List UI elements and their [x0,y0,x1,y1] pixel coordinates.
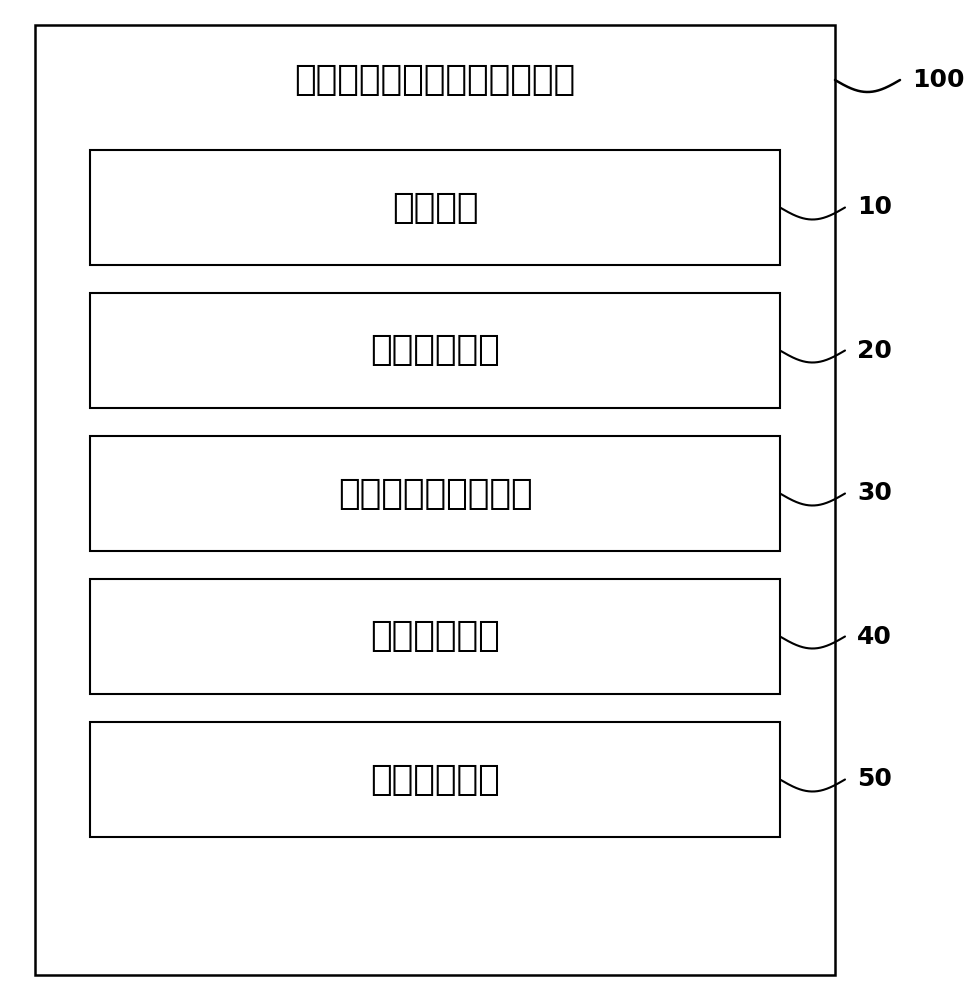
Text: 连续运行模块: 连续运行模块 [370,762,500,796]
Text: 冷量测定模块: 冷量测定模块 [370,334,500,367]
Bar [90,722,780,837]
Text: 10: 10 [857,196,892,220]
Bar [90,579,780,694]
Text: 30: 30 [857,482,892,506]
Text: 变频控制模块: 变频控制模块 [370,619,500,654]
Bar [90,436,780,551]
Text: 50: 50 [857,768,892,792]
Text: 40: 40 [857,624,892,648]
Text: 冷机停机后冷冻泵的控制装置: 冷机停机后冷冻泵的控制装置 [294,63,575,97]
Bar [90,150,780,265]
Bar [35,25,835,975]
Bar [90,293,780,408]
Text: 判断模块: 判断模块 [392,190,479,225]
Text: 20: 20 [857,338,892,362]
Text: 100: 100 [912,68,964,92]
Text: 冷冻水流量获取模块: 冷冻水流量获取模块 [337,477,532,510]
